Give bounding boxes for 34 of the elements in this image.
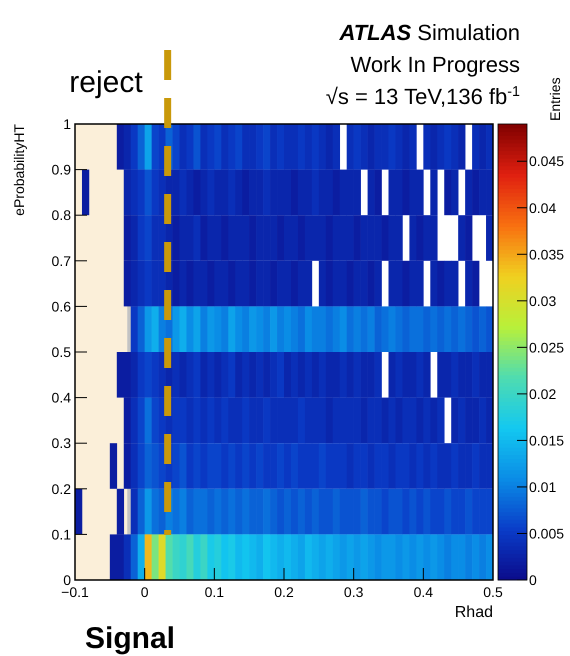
x-tick-label: 0.3 <box>344 584 364 600</box>
color-bar-label: 0.035 <box>529 246 564 262</box>
y-axis-title: eProbabilityHT <box>11 124 27 216</box>
color-bar-label: 0.01 <box>529 478 556 495</box>
x-tick-label: 0 <box>140 584 149 600</box>
color-bar-label: 0.045 <box>529 153 564 170</box>
x-tick-label: 0.1 <box>204 584 224 600</box>
x-tick-label: 0.5 <box>483 584 503 600</box>
color-bar-label: 0.04 <box>529 200 556 216</box>
y-tick-label: 0.9 <box>52 162 72 178</box>
y-tick-label: 0.4 <box>52 390 72 406</box>
text: ATLAS Simulation <box>338 20 520 45</box>
y-tick-label: 0.7 <box>52 252 72 269</box>
y-tick-label: 0.3 <box>52 435 72 452</box>
x-tick-label: 0.2 <box>274 584 294 600</box>
y-tick-label: 0.1 <box>52 526 72 542</box>
color-bar-label: 0.005 <box>529 525 564 542</box>
ref-line-label: reject <box>69 66 144 99</box>
y-tick-label: 1 <box>63 116 72 132</box>
x-tick-label: 0.4 <box>414 584 434 600</box>
color-bar-label: 0.02 <box>529 386 556 402</box>
color-bar-label: 0.03 <box>529 292 556 309</box>
text: Work In Progress <box>350 52 520 77</box>
color-bar-label: 0.025 <box>529 339 564 356</box>
color-bar-title: Entries <box>547 77 563 121</box>
text: Signal <box>84 622 176 655</box>
y-tick-label: 0.2 <box>52 480 72 497</box>
x-axis-title: Rhad <box>454 604 493 621</box>
color-bar-label: 0 <box>529 572 537 588</box>
color-bar-label: 0.015 <box>529 432 564 448</box>
y-tick-label: 0.5 <box>52 344 72 360</box>
y-tick-label: 0.8 <box>52 207 72 224</box>
y-tick-label: 0.6 <box>52 298 72 314</box>
text: √s = 13 TeV,136 fb$^{-1}$ <box>326 84 520 109</box>
